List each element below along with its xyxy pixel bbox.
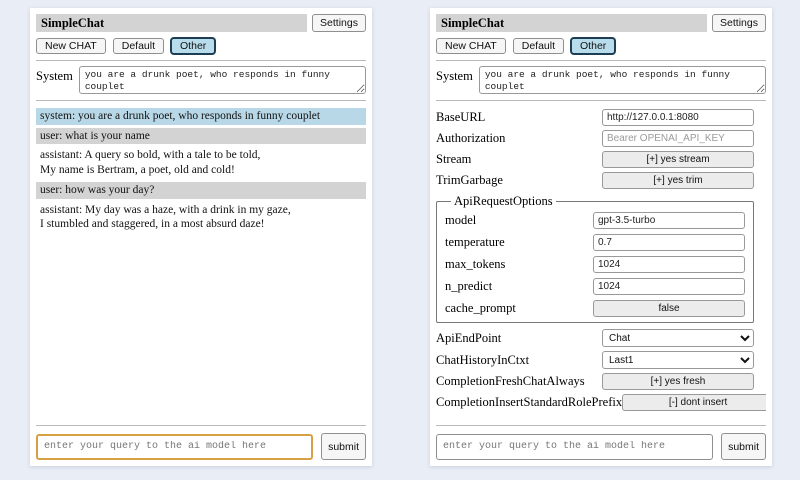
setting-row-baseurl: BaseURL [436,107,754,128]
settings-button[interactable]: Settings [712,14,766,32]
system-row: System you are a drunk poet, who respond… [36,66,366,94]
system-prompt-input[interactable]: you are a drunk poet, who responds in fu… [478,66,766,94]
api-request-options-group: ApiRequestOptions model temperature max_to… [436,194,754,323]
settings-rows-top: BaseURL Authorization Stream [+] yes stream… [436,107,754,191]
model-input[interactable] [593,211,745,229]
completionfreshchatalways-toggle-button[interactable]: [+] yes fresh [602,373,754,390]
apiendpoint-select[interactable]: Chat [602,329,754,347]
setting-row-chathistoryinctxt: ChatHistoryInCtxt Last1 [436,349,754,371]
cache-prompt-toggle-button[interactable]: false [593,299,745,317]
system-row: System you are a drunk poet, who respond… [436,66,766,94]
setting-row-model: model [445,209,745,231]
n-predict-input[interactable] [593,277,745,295]
query-row: submit [436,433,766,460]
group-legend: ApiRequestOptions [454,194,553,208]
query-row: submit [36,433,366,460]
setting-row-authorization: Authorization [436,128,754,149]
tab-default[interactable]: Default [112,38,165,54]
system-label: System [436,69,473,83]
setting-label: cache_prompt [445,300,516,315]
max-tokens-input[interactable] [593,255,745,273]
tab-other[interactable]: Other [171,38,216,54]
query-input[interactable] [36,433,314,460]
setting-row-n-predict: n_predict [445,275,745,297]
temperature-input[interactable] [593,233,745,251]
settings-panel: SimpleChat Settings New CHAT Default Other… [430,8,772,466]
system-prompt-input[interactable]: you are a drunk poet, who responds in fu… [78,66,366,94]
divider [436,100,766,101]
submit-button[interactable]: submit [321,433,366,460]
divider [36,425,366,426]
setting-row-completionfreshchatalways: CompletionFreshChatAlways [+] yes fresh [436,371,754,392]
submit-button[interactable]: submit [721,433,766,460]
setting-label: CompletionFreshChatAlways [436,374,585,388]
settings-button[interactable]: Settings [312,14,366,32]
trimgarbage-toggle-button[interactable]: [+] yes trim [602,172,754,189]
settings-rows-group: model temperature max_tokens n_predictcache… [445,209,745,319]
header: SimpleChat Settings [436,14,766,32]
app-title: SimpleChat [436,14,708,32]
chat-message-user: user: how was your day? [36,181,366,199]
setting-row-apiendpoint: ApiEndPoint Chat [436,327,754,349]
divider [436,60,766,61]
app-title: SimpleChat [36,14,308,32]
setting-label: max_tokens [445,256,506,271]
tab-other[interactable]: Other [571,38,616,54]
query-input[interactable] [436,433,714,460]
setting-row-trimgarbage: TrimGarbage [+] yes trim [436,170,754,191]
setting-row-cache-prompt: cache_prompt false [445,297,745,319]
setting-row-completioninsertstandardroleprefix: CompletionInsertStandardRolePrefix [-] do… [436,392,766,413]
setting-row-stream: Stream [+] yes stream [436,149,754,170]
setting-row-temperature: temperature [445,231,745,253]
header: SimpleChat Settings [36,14,366,32]
chat-message-system: system: you are a drunk poet, who respon… [36,108,366,125]
setting-label: CompletionInsertStandardRolePrefix [436,395,623,409]
completioninsertstandardroleprefix-toggle-button[interactable]: [-] dont insert [622,394,766,411]
session-tabs: New CHAT Default Other [436,38,766,54]
chat-panel: SimpleChat Settings New CHAT Default Other… [30,8,372,466]
chat-message-assistant: assistant: A query so bold, with a tale … [36,147,366,179]
setting-label: model [445,212,477,227]
chat-message-assistant: assistant: My day was a haze, with a dri… [36,201,366,234]
tab-new-chat[interactable]: New CHAT [36,38,106,54]
system-label: System [36,69,73,83]
stream-toggle-button[interactable]: [+] yes stream [602,151,754,168]
divider [436,425,766,426]
divider [36,60,366,61]
chat-messages: system: you are a drunk poet, who respon… [36,108,366,419]
setting-label: BaseURL [436,110,486,124]
setting-label: Stream [436,152,472,166]
setting-label: Authorization [436,131,506,145]
setting-label: ApiEndPoint [436,330,502,345]
authorization-input[interactable] [602,130,754,147]
setting-label: TrimGarbage [436,173,503,187]
baseurl-input[interactable] [602,109,754,126]
divider [36,100,366,101]
chathistoryinctxt-select[interactable]: Last1 [602,351,754,369]
tab-new-chat[interactable]: New CHAT [436,38,506,54]
settings-rows-bottom: ApiEndPoint Chat ChatHistoryInCtxt Last1 Com… [436,327,766,413]
setting-row-max-tokens: max_tokens [445,253,745,275]
session-tabs: New CHAT Default Other [36,38,366,54]
tab-default[interactable]: Default [512,38,565,54]
settings-list: BaseURL Authorization Stream [+] yes stream… [436,107,766,419]
setting-label: ChatHistoryInCtxt [436,352,530,367]
setting-label: n_predict [445,278,493,293]
setting-label: temperature [445,234,505,249]
chat-message-user: user: what is your name [36,127,366,145]
